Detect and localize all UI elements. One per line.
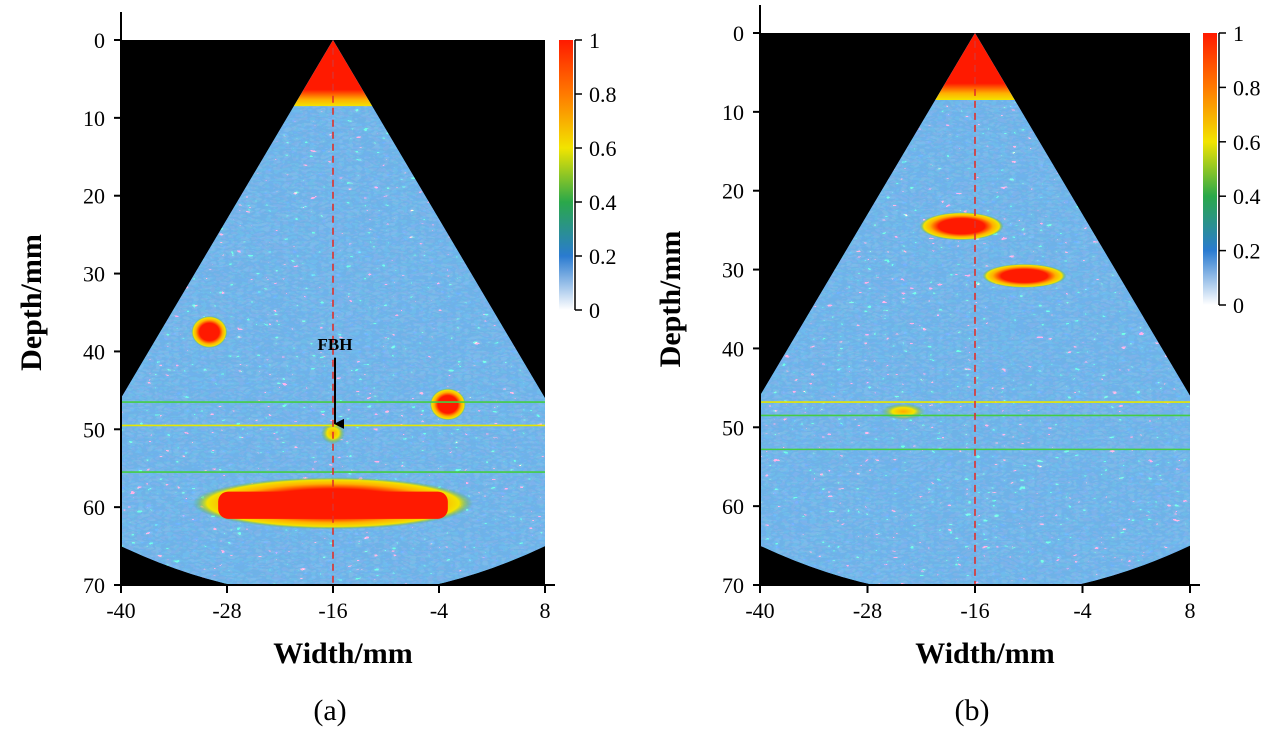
x-tick-label: 8: [540, 598, 551, 623]
y-tick-label: 60: [83, 495, 105, 520]
colorbar-tick-label: 0.4: [589, 190, 617, 215]
x-tick-label: -16: [960, 598, 989, 623]
panel-caption: (a): [313, 694, 346, 727]
x-axis-label: Width/mm: [915, 637, 1054, 670]
colorbar-tick-label: 0: [589, 298, 600, 323]
panel-caption: (b): [955, 694, 990, 727]
y-tick-label: 0: [733, 21, 744, 46]
colorbar-tick-label: 0.2: [589, 244, 617, 269]
colorbar-tick-label: 0.4: [1233, 184, 1261, 209]
colorbar-tick-label: 0.6: [1233, 130, 1261, 155]
indication-blob-4: [881, 403, 926, 420]
colorbar: 0 0.2 0.4 0.6 0.8 1: [1203, 21, 1261, 318]
y-tick-label: 50: [722, 415, 744, 440]
y-axis-label: Depth/mm: [654, 231, 687, 368]
indication-blob-1: [191, 315, 228, 348]
colorbar-tick-label: 1: [589, 28, 600, 53]
y-tick-label: 10: [722, 100, 744, 125]
y-tick-label: 50: [83, 417, 105, 442]
x-tick-label: -16: [318, 598, 347, 623]
y-tick-label: 20: [722, 179, 744, 204]
colorbar: 0 0.2 0.4 0.6 0.8 1: [559, 28, 617, 323]
colorbar-tick-label: 0.8: [1233, 75, 1261, 100]
colorbar-tick-label: 0: [1233, 293, 1244, 318]
colorbar-tick-label: 0.6: [589, 136, 617, 161]
x-axis-label: Width/mm: [273, 637, 412, 670]
x-tick-label: -28: [853, 598, 882, 623]
x-tick-label: -28: [212, 598, 241, 623]
y-tick-label: 70: [83, 573, 105, 598]
y-axis-label: Depth/mm: [15, 234, 48, 371]
x-tick-label: 8: [1185, 598, 1196, 623]
x-tick-label: -40: [745, 598, 774, 623]
annotation-label: FBH: [318, 335, 353, 354]
y-tick-label: 70: [722, 573, 744, 598]
y-tick-label: 60: [722, 494, 744, 519]
colorbar-tick-label: 1: [1233, 21, 1244, 46]
x-tick-label: -40: [106, 598, 135, 623]
colorbar-gradient: [1203, 33, 1217, 305]
indication-blob-3: [982, 263, 1067, 288]
y-tick-label: 40: [722, 336, 744, 361]
colorbar-gradient: [559, 40, 573, 310]
y-tick-label: 40: [83, 339, 105, 364]
x-tick-label: -4: [1073, 598, 1091, 623]
indication-blob-2: [919, 212, 1004, 241]
y-tick-label: 10: [83, 106, 105, 131]
colorbar-tick-label: 0.8: [589, 82, 617, 107]
y-tick-label: 0: [94, 28, 105, 53]
indication-blob-2: [429, 388, 466, 421]
y-tick-label: 20: [83, 184, 105, 209]
x-tick-label: -4: [430, 598, 448, 623]
colorbar-tick-label: 0.2: [1233, 239, 1261, 264]
y-tick-label: 30: [722, 258, 744, 283]
y-tick-label: 30: [83, 262, 105, 287]
